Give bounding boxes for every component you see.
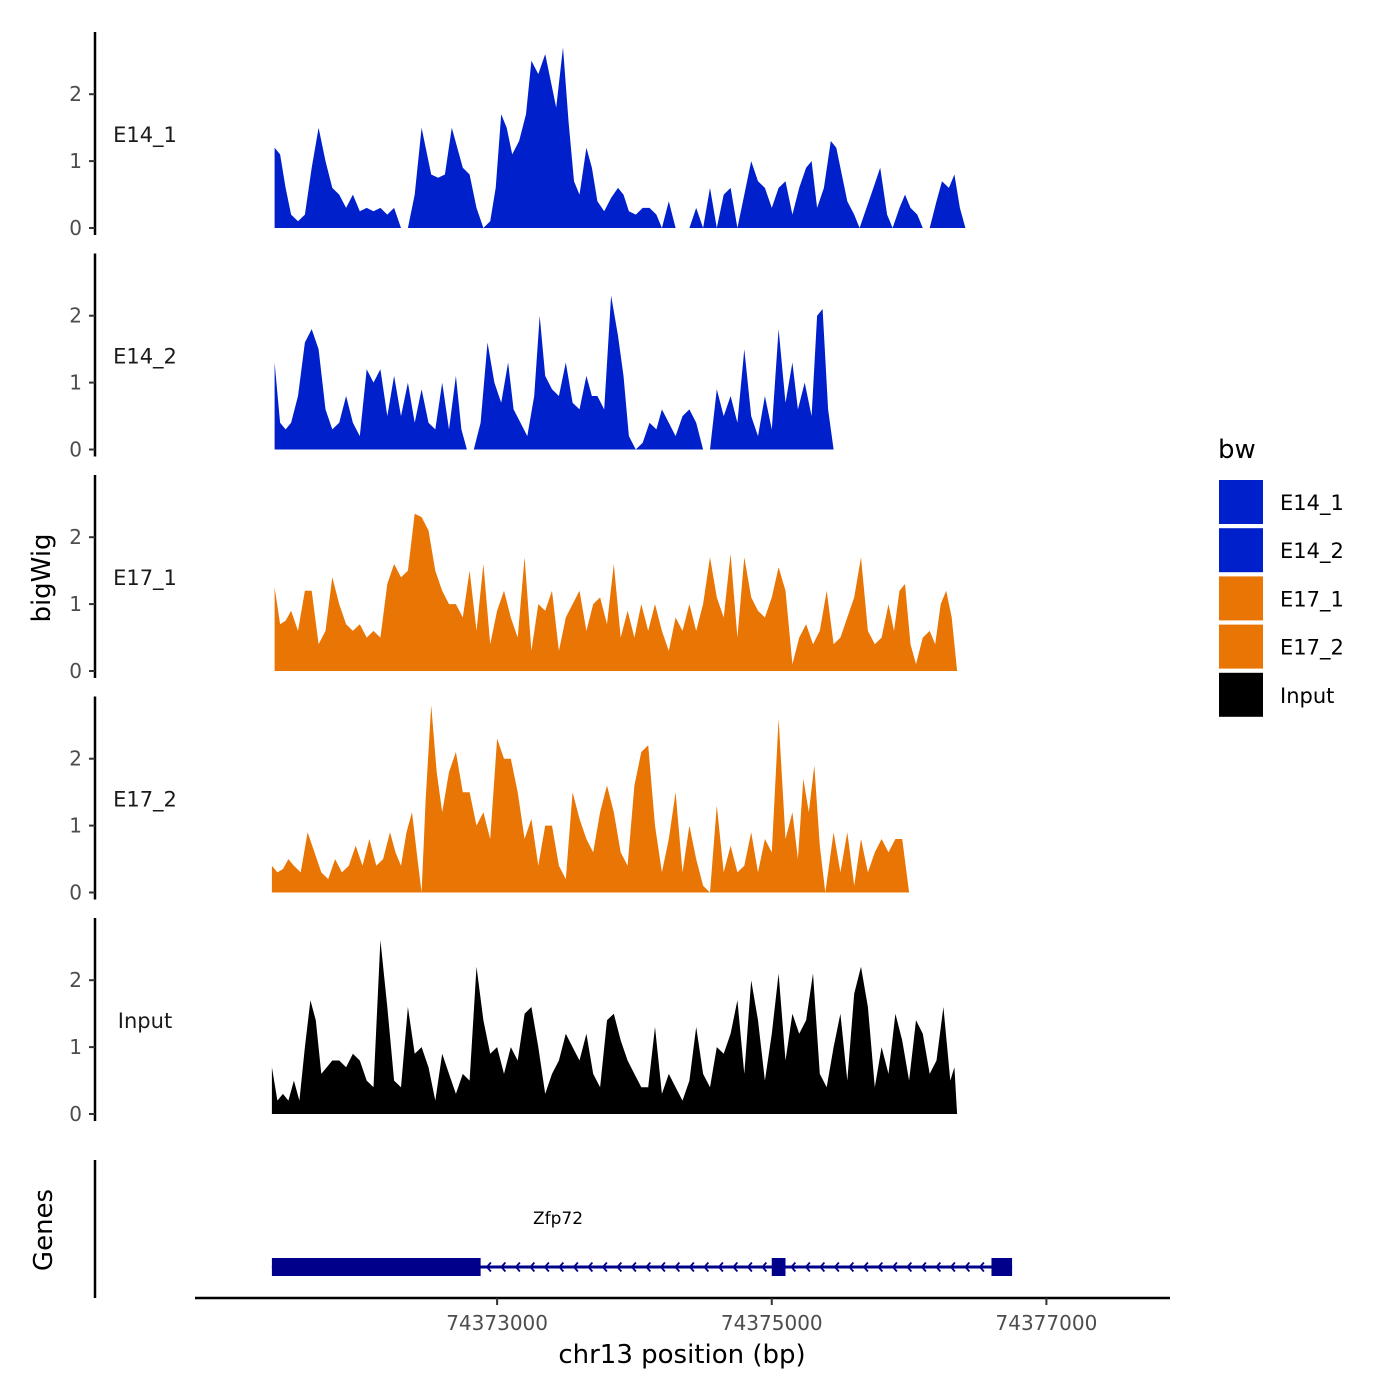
y-tick-label: 1 [69,814,82,838]
strand-arrow [587,1261,594,1273]
strand-arrow [819,1261,826,1273]
strand-arrow [630,1261,637,1273]
strand-arrow [891,1261,898,1273]
gene-exon [271,1258,481,1276]
strand-arrow [572,1261,579,1273]
x-axis-title: chr13 position (bp) [558,1340,805,1370]
strand-arrow [543,1261,550,1273]
strand-arrow [732,1261,739,1273]
legend-swatch-Input [1219,672,1263,717]
x-tick-label: 74377000 [996,1311,1098,1335]
strand-arrow [935,1261,942,1273]
gene-exon [991,1258,1013,1276]
track-label: E17_2 [113,788,177,813]
coverage-area-E14_2 [274,295,841,450]
strand-arrow [717,1261,724,1273]
strand-arrow [616,1261,623,1273]
strand-arrow [688,1261,695,1273]
y-axis-title: bigWig [27,533,57,622]
strand-arrow [645,1261,652,1273]
track-E17_1: 0 1 2 E17_1 [69,475,958,683]
strand-arrow [906,1261,913,1273]
y-tick-label: 1 [69,371,82,395]
track-E17_2: 0 1 2 E17_2 [69,696,910,905]
track-Input: 0 1 2 Input [69,918,958,1126]
track-label: E14_1 [113,123,177,148]
x-axis: chr13 position (bp) 74373000 74375000 7437… [195,1296,1170,1370]
legend: bw E14_1 E14_2 E17_1 E17_2 Input [1218,435,1344,717]
strand-arrow [485,1261,492,1273]
strand-arrow [703,1261,710,1273]
legend-label: E14_1 [1280,491,1344,516]
track-E14_2: 0 1 2 E14_2 [69,253,841,462]
coverage-area-E14_1 [274,47,966,229]
gene-glyph: Zfp72 [271,1209,1013,1276]
x-tick-label: 74375000 [721,1311,823,1335]
strand-arrow [833,1261,840,1273]
y-tick-label: 0 [69,881,82,905]
legend-swatch-E14_1 [1219,480,1263,524]
strand-arrow [804,1261,811,1273]
x-tick-label: 74373000 [446,1311,548,1335]
genes-axis-title: Genes [29,1189,59,1271]
strand-arrow [500,1261,507,1273]
legend-swatch-E14_2 [1219,528,1263,573]
strand-arrow [674,1261,681,1273]
strand-arrow [978,1261,985,1273]
y-tick-label: 0 [69,216,82,240]
legend-label: Input [1280,684,1334,708]
strand-arrow [601,1261,608,1273]
strand-arrow [877,1261,884,1273]
coverage-area-E17_1 [274,513,958,671]
y-tick-label: 2 [69,968,82,992]
strand-arrow [514,1261,521,1273]
strand-arrow [558,1261,565,1273]
y-tick-label: 2 [69,304,82,328]
tracks: 0 1 2 E14_1 0 1 2 E14_2 0 1 2 E17_1 0 1 2 E17_2 0 1 2 Input [69,32,966,1126]
y-tick-label: 0 [69,659,82,683]
y-tick-label: 1 [69,1035,82,1059]
y-tick-label: 2 [69,525,82,549]
y-tick-label: 2 [69,747,82,771]
strand-arrow [964,1261,971,1273]
y-tick-label: 1 [69,149,82,173]
coverage-area-Input [271,940,958,1114]
strand-arrow [949,1261,956,1273]
coverage-area-E17_2 [271,705,910,893]
track-E14_1: 0 1 2 E14_1 [69,32,966,240]
y-tick-label: 0 [69,438,82,462]
legend-label: E17_2 [1280,636,1344,661]
legend-swatch-E17_2 [1219,624,1263,669]
gene-exon [771,1258,786,1276]
strand-arrow [761,1261,768,1273]
legend-title: bw [1218,435,1256,465]
legend-swatch-E17_1 [1219,576,1263,621]
strand-arrow [529,1261,536,1273]
strand-arrow [848,1261,855,1273]
y-tick-label: 2 [69,82,82,106]
y-tick-label: 1 [69,592,82,616]
strand-arrow [659,1261,666,1273]
strand-arrow [746,1261,753,1273]
gene-name-label: Zfp72 [533,1209,583,1229]
track-label: E17_1 [113,566,177,591]
track-label: Input [118,1009,172,1033]
gene-panel: Genes Zfp72 [29,1160,1013,1298]
legend-label: E17_1 [1280,587,1344,612]
y-tick-label: 0 [69,1102,82,1126]
legend-label: E14_2 [1280,539,1344,564]
strand-arrow [790,1261,797,1273]
strand-arrow [862,1261,869,1273]
track-label: E14_2 [113,345,177,370]
strand-arrow [920,1261,927,1273]
